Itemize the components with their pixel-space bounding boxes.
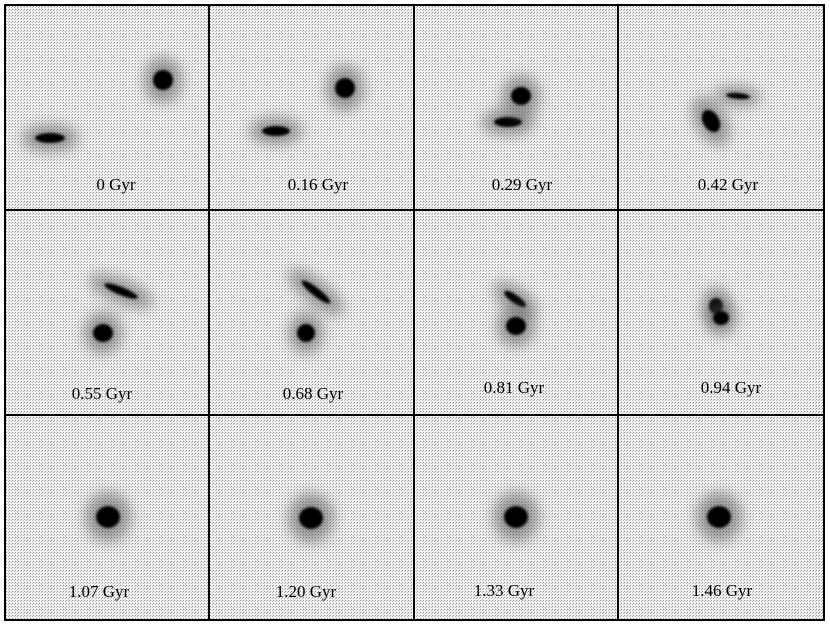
- galaxy-core: [299, 507, 323, 529]
- galaxy-core: [297, 324, 315, 342]
- panel-label: 1.20 Gyr: [276, 582, 337, 601]
- galaxy-core: [301, 280, 331, 304]
- galaxy-core: [335, 78, 355, 98]
- galaxies: [21, 57, 761, 543]
- panel-label: 0.68 Gyr: [283, 384, 344, 403]
- panel-label: 0.29 Gyr: [492, 175, 553, 194]
- galaxy-core: [153, 70, 173, 90]
- galaxy-core: [494, 117, 522, 127]
- galaxy-core: [104, 283, 138, 299]
- galaxy-core: [707, 506, 731, 528]
- galaxy-core: [262, 126, 290, 136]
- galaxy-core: [93, 324, 113, 342]
- panel-label: 0.81 Gyr: [484, 378, 545, 397]
- panel-label: 0.42 Gyr: [698, 175, 759, 194]
- galaxy-core: [713, 311, 729, 325]
- galaxy-core: [504, 506, 528, 528]
- panel-label: 0 Gyr: [96, 175, 136, 194]
- galaxy-core: [726, 92, 750, 100]
- panel-label: 0.55 Gyr: [72, 384, 133, 403]
- panel-label: 1.07 Gyr: [69, 582, 130, 601]
- galaxy-core: [511, 87, 531, 105]
- panel-label: 1.46 Gyr: [692, 581, 753, 600]
- panel-label: 1.33 Gyr: [474, 581, 535, 600]
- labels: 0 Gyr 0.16 Gyr 0.29 Gyr 0.42 Gyr 0.55 Gyr 0.6…: [69, 175, 762, 601]
- galaxy-core: [504, 290, 526, 308]
- grid-frame: [4, 4, 825, 621]
- galaxy-core: [506, 317, 526, 335]
- galaxy-core: [96, 506, 120, 528]
- galaxy-core: [701, 109, 721, 133]
- panel-label: 0.16 Gyr: [288, 175, 349, 194]
- galaxy-core: [35, 133, 65, 143]
- panel-label: 0.94 Gyr: [701, 378, 762, 397]
